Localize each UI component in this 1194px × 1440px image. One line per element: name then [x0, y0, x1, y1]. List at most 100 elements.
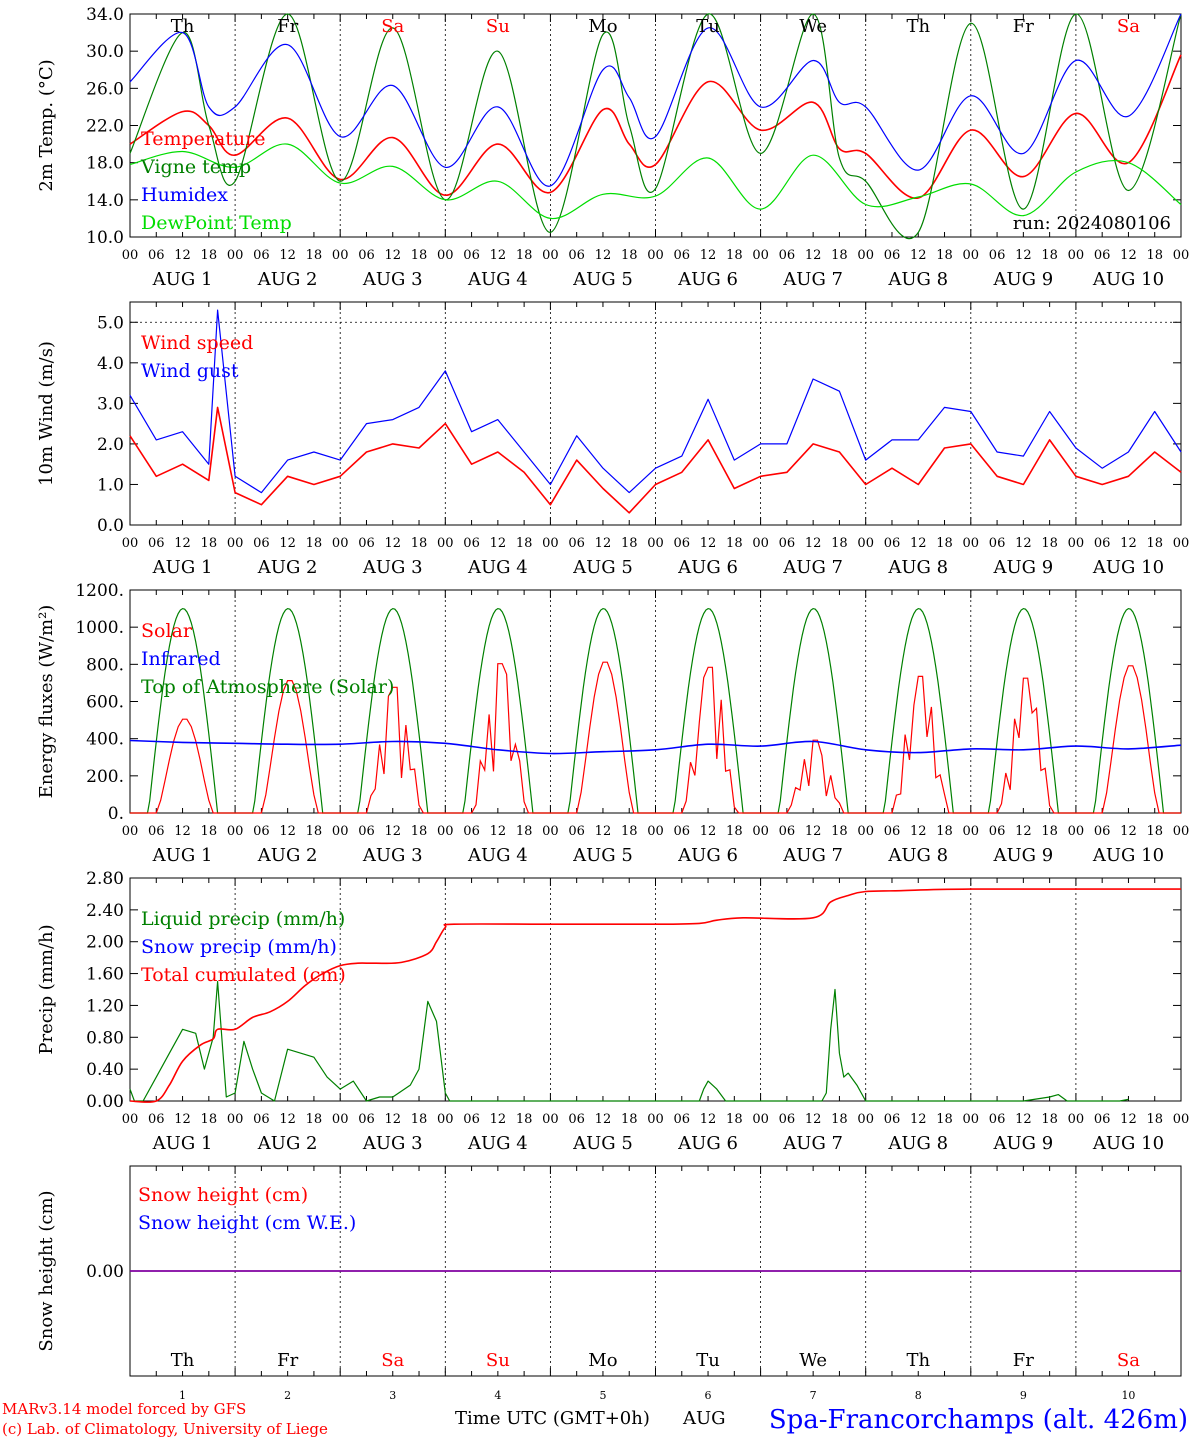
hour-label: 12 [700, 1112, 717, 1127]
hour-label: 00 [122, 1112, 139, 1127]
hour-label: 00 [963, 824, 980, 839]
day-name: Su [486, 16, 510, 37]
date-label: AUG 5 [572, 269, 633, 290]
y-tick-label: 5.0 [97, 313, 124, 333]
x-axis-month: AUG [682, 1408, 726, 1429]
day-number: 10 [1121, 1389, 1135, 1402]
date-label: AUG 9 [992, 1133, 1053, 1154]
hour-label: 00 [647, 824, 664, 839]
hour-label: 18 [831, 248, 848, 263]
date-label: AUG 4 [467, 845, 528, 866]
date-label: AUG 3 [362, 557, 423, 578]
hour-label: 12 [384, 536, 401, 551]
hour-label: 12 [910, 536, 927, 551]
hour-label: 18 [1146, 536, 1163, 551]
hour-label: 18 [936, 248, 953, 263]
hour-label: 12 [490, 248, 507, 263]
hour-label: 18 [1041, 824, 1058, 839]
hour-label: 18 [621, 824, 638, 839]
y-tick-label: 1.60 [86, 965, 124, 985]
hour-label: 06 [358, 248, 375, 263]
y-tick-label: 3.0 [97, 394, 124, 414]
hour-label: 00 [1173, 536, 1190, 551]
hour-label: 12 [700, 248, 717, 263]
hour-label: 12 [595, 536, 612, 551]
date-label: AUG 7 [782, 269, 843, 290]
date-label: AUG 1 [152, 269, 213, 290]
date-label: AUG 2 [257, 557, 318, 578]
hour-label: 00 [437, 824, 454, 839]
date-label: AUG 4 [467, 1133, 528, 1154]
hour-label: 00 [437, 536, 454, 551]
day-number: 4 [494, 1389, 501, 1402]
date-label: AUG 10 [1092, 845, 1164, 866]
hour-label: 00 [647, 1112, 664, 1127]
hour-label: 00 [542, 1112, 559, 1127]
hour-label: 00 [963, 1112, 980, 1127]
legend-entry: Top of Atmosphere (Solar) [141, 676, 394, 698]
hour-label: 12 [910, 1112, 927, 1127]
day-name-bottom: Sa [1117, 1350, 1140, 1371]
day-name-bottom: Mo [588, 1350, 617, 1371]
y-tick-label: 4.0 [97, 354, 124, 374]
hour-label: 00 [857, 248, 874, 263]
panel-temp: 10.0 14.0 18.0 22.0 26.0 30.0 34.0 2m Temp. (°C… [36, 5, 1189, 290]
y-tick-label: 0.0 [97, 516, 124, 536]
series-total-cumulated-cm- [129, 888, 1182, 1103]
hour-label: 18 [936, 536, 953, 551]
day-name: Th [171, 16, 195, 37]
legend-entry: Solar [141, 620, 193, 642]
day-name-bottom: Sa [381, 1350, 404, 1371]
panel-precip: 0.00 0.40 0.80 1.20 1.60 2.00 2.40 2.80 Precip (… [36, 869, 1189, 1154]
y-tick-label: 30.0 [86, 42, 124, 62]
hour-label: 06 [884, 536, 901, 551]
series-temperature [129, 54, 1182, 199]
hour-label: 18 [1041, 248, 1058, 263]
hour-label: 18 [516, 536, 533, 551]
hour-label: 18 [201, 1112, 218, 1127]
hour-label: 00 [1068, 536, 1085, 551]
hour-label: 18 [411, 824, 428, 839]
legend-entry: Wind speed [141, 332, 253, 354]
y-tick-label: 1.20 [86, 996, 124, 1016]
day-number: 1 [179, 1389, 186, 1402]
model-credit: MARv3.14 model forced by GFS [2, 1400, 246, 1418]
hour-label: 00 [752, 536, 769, 551]
hour-label: 18 [201, 824, 218, 839]
hour-label: 12 [805, 536, 822, 551]
hour-label: 18 [516, 824, 533, 839]
y-tick-label: 2.80 [86, 869, 124, 889]
date-label: AUG 7 [782, 845, 843, 866]
hour-label: 18 [516, 1112, 533, 1127]
hour-label: 00 [332, 248, 349, 263]
hour-label: 00 [437, 1112, 454, 1127]
hour-label: 00 [332, 536, 349, 551]
series-humidex [129, 13, 1182, 187]
hour-label: 12 [384, 248, 401, 263]
date-label: AUG 6 [677, 1133, 738, 1154]
day-name-bottom: Tu [696, 1350, 720, 1371]
hour-label: 12 [1120, 1112, 1137, 1127]
hour-label: 06 [989, 248, 1006, 263]
hour-label: 06 [884, 248, 901, 263]
hour-label: 18 [1146, 1112, 1163, 1127]
hour-label: 18 [621, 536, 638, 551]
date-label: AUG 1 [152, 1133, 213, 1154]
hour-label: 12 [1015, 536, 1032, 551]
day-number: 6 [705, 1389, 712, 1402]
hour-label: 18 [621, 1112, 638, 1127]
hour-label: 18 [306, 536, 323, 551]
date-label: AUG 10 [1092, 557, 1164, 578]
date-label: AUG 8 [887, 557, 948, 578]
y-axis-label: 2m Temp. (°C) [36, 59, 57, 191]
hour-label: 06 [989, 1112, 1006, 1127]
hour-label: 00 [332, 1112, 349, 1127]
date-label: AUG 2 [257, 1133, 318, 1154]
hour-label: 00 [1068, 1112, 1085, 1127]
hour-label: 00 [647, 248, 664, 263]
legend-entry: Temperature [141, 128, 265, 150]
hour-label: 00 [752, 248, 769, 263]
y-tick-label: 22.0 [86, 117, 124, 137]
hour-label: 06 [884, 1112, 901, 1127]
